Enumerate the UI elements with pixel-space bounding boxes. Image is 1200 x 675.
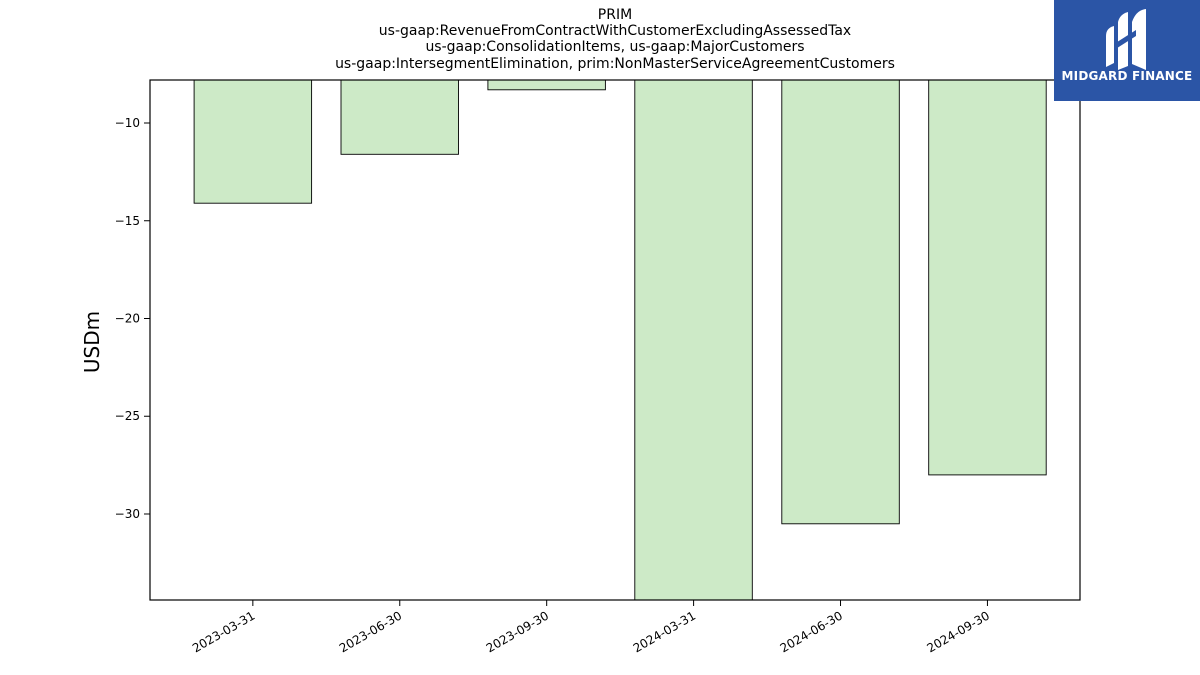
y-tick-label: −25	[115, 409, 140, 423]
x-tick-label: 2023-06-30	[337, 608, 404, 655]
y-tick-label: −20	[115, 311, 140, 325]
x-tick-label: 2023-09-30	[484, 608, 551, 655]
bar-2024-03-31	[634, 79, 753, 601]
chart-title-line-2: us-gaap:RevenueFromContractWithCustomerE…	[378, 23, 852, 39]
bar-2023-09-30	[487, 79, 606, 91]
bar-2023-03-31	[193, 79, 313, 204]
chart-title-line-4: us-gaap:IntersegmentElimination, prim:No…	[335, 56, 895, 72]
y-tick-label: −15	[115, 214, 140, 228]
x-tick-label: 2023-03-31	[190, 608, 257, 655]
x-tick-label: 2024-06-30	[778, 608, 845, 655]
bars-group	[193, 79, 1047, 601]
y-tick-label: −10	[115, 116, 140, 130]
midgard-finance-logo: MIDGARD FINANCE	[1054, 0, 1200, 101]
x-tick-label: 2024-09-30	[925, 608, 992, 655]
bar-2023-06-30	[340, 79, 459, 155]
y-axis: −10 −15 −20 −25 −30	[115, 116, 150, 521]
y-tick-label: −30	[115, 507, 140, 521]
y-axis-label: USDm	[80, 311, 104, 373]
bar-2024-06-30	[781, 79, 900, 525]
logo-mark-icon	[1106, 9, 1146, 70]
x-tick-label: 2024-03-31	[631, 608, 698, 655]
chart-title-line-3: us-gaap:ConsolidationItems, us-gaap:Majo…	[425, 39, 805, 55]
logo-text: MIDGARD FINANCE	[1061, 69, 1193, 83]
chart-title-line-1: PRIM	[597, 7, 633, 23]
bar-2024-09-30	[928, 79, 1047, 476]
x-axis: 2023-03-31 2023-06-30 2023-09-30 2024-03-31…	[190, 600, 992, 655]
plot-frame	[149, 79, 1081, 601]
